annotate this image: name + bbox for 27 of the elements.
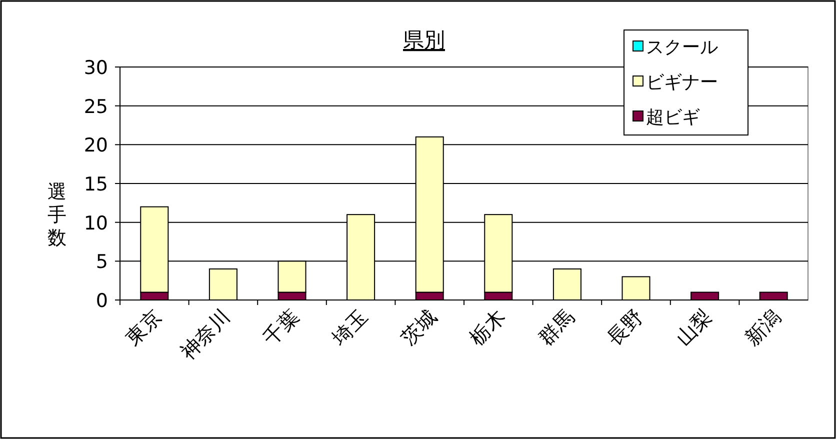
bar (208, 268, 238, 300)
y-tick-label: 25 (84, 96, 108, 118)
y-tick-label: 5 (96, 251, 108, 274)
x-tick-label: 神奈川 (175, 304, 235, 364)
bar (622, 276, 650, 300)
y-axis-title: 選手数 (48, 181, 66, 249)
x-tick-label: 茨城 (396, 304, 442, 350)
y-tick-label: 30 (84, 57, 108, 79)
legend-label: スクール (646, 37, 718, 58)
legend-label: 超ビギ (646, 107, 700, 128)
y-tick-label: 10 (84, 212, 108, 234)
y-tick-label: 20 (84, 134, 108, 157)
x-tick-label: 千葉 (258, 304, 304, 350)
x-tick-label: 東京 (120, 304, 166, 350)
x-tick-label: 群馬 (533, 304, 579, 350)
x-tick-label: 新潟 (740, 304, 786, 350)
bar (690, 292, 720, 300)
x-tick-label: 長野 (602, 304, 648, 350)
x-tick-label: 埼玉 (326, 304, 372, 351)
chart-title: 県別 (403, 28, 445, 52)
y-tick-label: 0 (96, 290, 108, 312)
y-tick-label: 15 (84, 174, 108, 196)
legend-label: ビギナー (646, 72, 718, 93)
x-tick-label: 栃木 (464, 304, 510, 350)
bar (552, 268, 582, 300)
x-tick-label: 山梨 (671, 304, 716, 350)
bar (759, 292, 788, 300)
